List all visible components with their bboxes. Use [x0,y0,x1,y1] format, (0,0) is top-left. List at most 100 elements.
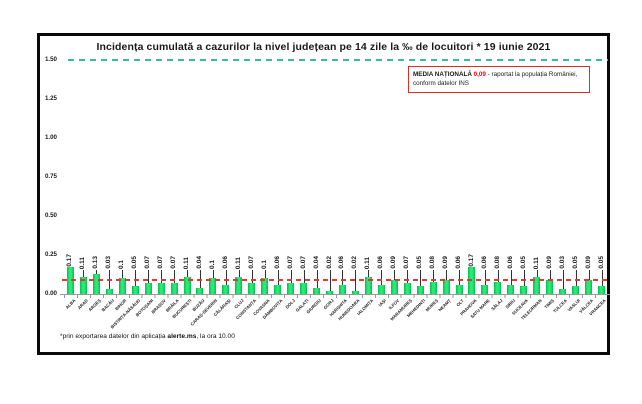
y-axis: 0.00 0.25 0.50 0.75 1.00 1.25 1.50 [40,56,60,297]
bar-slot: 0.06 SIBIU [504,60,517,309]
bar-slot: 0.07 MARAMUREȘ [389,60,414,321]
value-label-leader-line [342,270,344,285]
bar-vaslui [572,286,580,294]
chart-frame: Incidența cumulată a cazurilor la nivel … [37,33,610,355]
bar-slot: 0.05 BISTRIȚA-NĂSĂUD [109,60,142,329]
value-label-leader-line [174,270,176,284]
value-label-leader-line [394,270,396,280]
bar-slot: 0.13 ARGEȘ [88,60,103,312]
bar-mehedinți [416,286,424,294]
bar-slot: 0.06 IAȘI [375,60,388,307]
value-label-leader-line [588,270,590,280]
bar-value-label: 0.06 [273,256,281,269]
bar-sălaj [494,281,502,294]
bar-bucurești [183,276,191,294]
bar-dolj [287,283,295,294]
value-label-leader-line [575,270,577,287]
bar-gorj [326,290,334,294]
bar-neamț [442,279,450,294]
national-average-legend: MEDIA NAȚIONALĂ 0,09 - raportat la popul… [408,66,590,93]
bar-slot: 0.08 SĂLAJ [490,60,504,311]
bar-hunedoara [351,290,359,294]
bar-maramureș [403,283,411,294]
value-label-leader-line [433,270,435,282]
bar-tulcea [559,289,567,294]
value-label-leader-line [83,270,85,277]
bar-slot: 0.02 GORJ [323,60,336,310]
legend-label: MEDIA NAȚIONALĂ [413,71,472,78]
bar-value-label: 0.07 [286,256,294,269]
value-label-leader-line [277,270,279,285]
value-label-leader-line [225,270,227,285]
x-axis-label: OLT [455,298,465,308]
bar-value-label: 0.04 [195,256,203,269]
bar-value-label: 0.02 [325,256,333,269]
bar-slot: 0.11 CLUJ [232,60,245,310]
y-tick-label: 1.00 [44,133,57,141]
y-tick-label: 0.75 [44,172,57,180]
value-label-leader-line [148,270,150,284]
bar-slot: 0.07 BOTOȘANI [134,60,155,317]
bar-covasna [261,278,269,294]
bar-slot: 0.07 GALAȚI [294,60,310,313]
footnote-suffix: , la ora 10.00 [196,333,235,340]
bar-slot: 0.1 BIHOR [114,60,129,311]
bar-value-label: 0.09 [584,256,592,269]
bar-value-label: 0.11 [532,256,540,269]
value-label-leader-line [290,270,292,284]
footnote: *prin exportarea datelor din aplicația a… [60,333,235,340]
bar-value-label: 0.05 [415,256,423,269]
value-label-leader-line [122,270,124,279]
bar-timiș [546,279,554,294]
value-label-leader-line [497,270,499,282]
bar-value-label: 0.07 [299,256,307,269]
bar-value-label: 0.06 [506,256,514,269]
bar-dâmbovița [274,284,282,294]
bar-satu mare [481,284,489,294]
bar-slot: 0.06 OLT [453,60,466,307]
bar-călărași [222,284,230,294]
bar-teleorman [533,276,541,294]
value-label-leader-line [446,270,448,280]
y-tick-label: 1.25 [44,94,57,102]
bar-value-label: 0.06 [454,256,462,269]
bar-slot: 0.07 BRĂILA [165,60,181,313]
bar-slot: 0.05 VASLUI [567,60,582,312]
bar-slot: 0.06 HARGHITA [329,60,349,317]
value-label-leader-line [523,270,525,287]
bar-value-label: 0.02 [351,256,359,269]
value-label-leader-line [510,270,512,285]
bar-slot: 0.03 TULCEA [552,60,569,314]
bar-value-label: 0.17 [66,253,74,267]
bar-slot: 0.09 VÂLCEA [578,60,595,314]
bar-slot: 0.08 MUREȘ [424,60,440,312]
value-label-leader-line [251,270,253,284]
bar-mureș [429,281,437,294]
value-label-leader-line [199,270,201,288]
bar-slot: 0.06 CĂLĂRAȘI [212,60,232,317]
bar-slot: 0.07 DOLJ [284,60,297,309]
bar-value-label: 0.07 [156,256,164,269]
bar-slot: 0.04 BUZĂU [191,60,207,312]
y-tick-label: 0.00 [44,289,57,297]
bar-slot: 0.07 BRAȘOV [150,60,168,314]
legend-text: - raportat la populația României, [487,71,578,78]
footnote-app-name: alerte.ms [167,333,197,340]
value-label-leader-line [187,270,189,277]
value-label-leader-line [549,270,551,280]
bar-slot: 0.06 SATU MARE [469,60,491,319]
bar-slot: 0.1 CARAȘ-SEVERIN [190,60,219,327]
bar-value-label: 0.08 [493,256,501,269]
x-axis-tick-marks [64,295,608,298]
bar-slot: 0.02 HUNEDOARA [338,60,362,321]
bar-value-label: 0.09 [390,256,398,269]
national-average-dashed-line [62,279,608,281]
bar-brașov [157,283,165,294]
bar-slot: 0.11 IALOMIȚA [356,60,375,317]
bar-ilfov [390,279,398,294]
value-label-leader-line [420,270,422,287]
bar-harghita [338,284,346,294]
bar-buzău [196,287,204,294]
bar-galați [300,283,308,294]
bar-cluj [235,276,243,294]
